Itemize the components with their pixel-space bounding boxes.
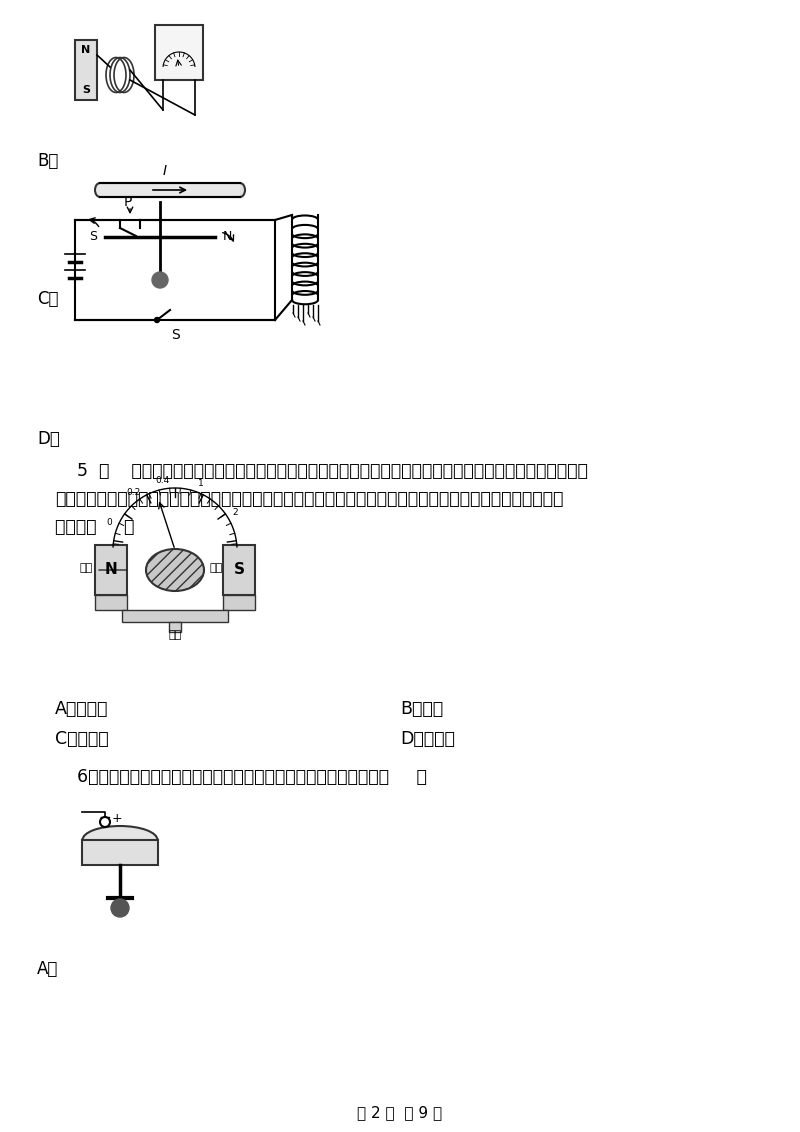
- Text: S: S: [89, 231, 97, 243]
- Text: C．: C．: [37, 290, 58, 308]
- Bar: [223, 595, 255, 610]
- Bar: [169, 621, 181, 632]
- Text: +: +: [112, 812, 122, 824]
- Text: N: N: [82, 45, 90, 55]
- Circle shape: [152, 272, 168, 288]
- Bar: [122, 610, 228, 621]
- Circle shape: [111, 899, 129, 917]
- Text: S: S: [234, 563, 245, 577]
- Ellipse shape: [146, 549, 204, 591]
- Text: A．: A．: [37, 960, 58, 978]
- Text: 导线: 导线: [168, 631, 182, 640]
- Text: N: N: [105, 563, 118, 577]
- Bar: [75, 40, 97, 100]
- Text: A．电烙铁: A．电烙铁: [55, 700, 108, 718]
- Text: 0.2: 0.2: [126, 488, 140, 497]
- Text: 2: 2: [233, 508, 238, 517]
- FancyBboxPatch shape: [82, 840, 158, 865]
- Text: I: I: [163, 164, 167, 178]
- Text: 6．在下图所示的四幅图中，用来研究电磁感应现象的实验装置是（     ）: 6．在下图所示的四幅图中，用来研究电磁感应现象的实验装置是（ ）: [55, 767, 427, 786]
- Ellipse shape: [95, 183, 105, 197]
- Text: B．: B．: [37, 152, 58, 170]
- Text: 第 2 页  共 9 页: 第 2 页 共 9 页: [358, 1105, 442, 1120]
- Text: −: −: [98, 811, 111, 825]
- Text: 指针: 指针: [80, 563, 93, 573]
- Bar: [223, 544, 255, 595]
- Text: N: N: [222, 231, 232, 243]
- Text: 连．当线圈中有电流通过时，它受力转动带动指针偏转，便可显示出电流的大小．下列与此工作原理相同的电器: 连．当线圈中有电流通过时，它受力转动带动指针偏转，便可显示出电流的大小．下列与此…: [55, 490, 563, 508]
- Text: 5  ．    如图所示为实验室常用电流表的内部结构图．多匹金属线圈悬置在磁体的两极间，线圈与一根指针相: 5 ． 如图所示为实验室常用电流表的内部结构图．多匹金属线圈悬置在磁体的两极间，…: [55, 462, 588, 480]
- Text: P: P: [124, 195, 132, 209]
- Text: 线圈: 线圈: [209, 563, 222, 573]
- Circle shape: [100, 817, 110, 827]
- Text: 1: 1: [198, 479, 204, 488]
- Bar: [100, 183, 240, 197]
- Circle shape: [154, 317, 159, 323]
- Ellipse shape: [235, 183, 245, 197]
- Bar: [95, 595, 127, 610]
- Text: S: S: [170, 328, 179, 342]
- Ellipse shape: [82, 826, 158, 854]
- Text: B．电铃: B．电铃: [400, 700, 443, 718]
- Text: 0: 0: [106, 518, 112, 528]
- Bar: [95, 544, 127, 595]
- Text: 设备是（     ）: 设备是（ ）: [55, 518, 134, 535]
- Text: C．发电机: C．发电机: [55, 730, 109, 748]
- Text: S: S: [82, 85, 90, 95]
- Text: D．电动机: D．电动机: [400, 730, 455, 748]
- Bar: [155, 25, 203, 80]
- Text: 0.4: 0.4: [155, 475, 170, 484]
- Text: D．: D．: [37, 430, 60, 448]
